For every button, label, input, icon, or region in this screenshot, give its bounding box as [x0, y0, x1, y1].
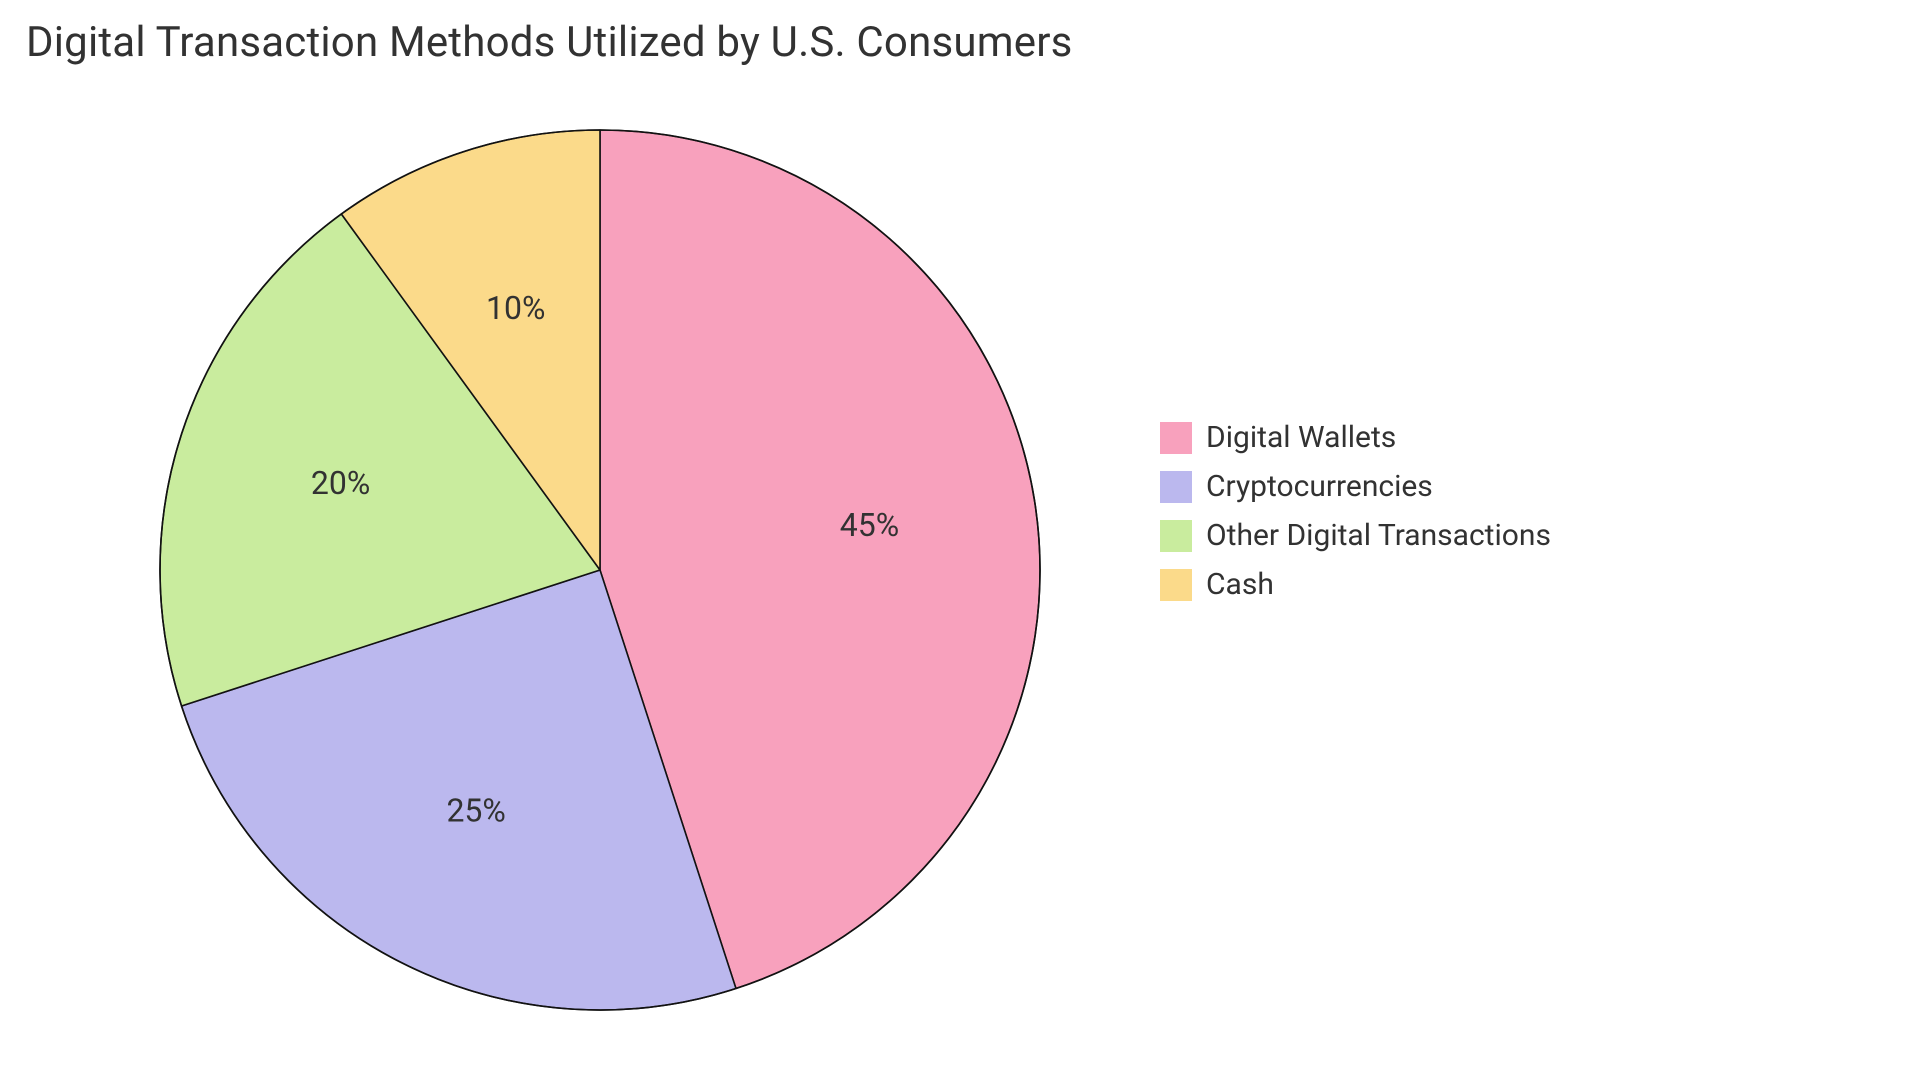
legend-swatch	[1160, 422, 1192, 454]
chart-title: Digital Transaction Methods Utilized by …	[26, 18, 1073, 67]
legend-label: Other Digital Transactions	[1206, 518, 1551, 553]
legend-swatch	[1160, 520, 1192, 552]
slice-label: 20%	[311, 464, 370, 502]
legend-item: Cash	[1160, 567, 1551, 602]
legend-swatch	[1160, 471, 1192, 503]
slice-label: 25%	[446, 792, 505, 830]
slice-label: 45%	[840, 506, 899, 544]
legend-swatch	[1160, 569, 1192, 601]
legend-label: Digital Wallets	[1206, 420, 1396, 455]
pie-chart: 45% 25% 20% 10%	[140, 110, 1060, 1030]
legend-label: Cryptocurrencies	[1206, 469, 1433, 504]
legend: Digital Wallets Cryptocurrencies Other Dig…	[1160, 420, 1551, 602]
legend-label: Cash	[1206, 567, 1274, 602]
legend-item: Digital Wallets	[1160, 420, 1551, 455]
legend-item: Other Digital Transactions	[1160, 518, 1551, 553]
pie-svg: 45% 25% 20% 10%	[140, 110, 1060, 1030]
legend-item: Cryptocurrencies	[1160, 469, 1551, 504]
slice-label: 10%	[486, 289, 545, 327]
